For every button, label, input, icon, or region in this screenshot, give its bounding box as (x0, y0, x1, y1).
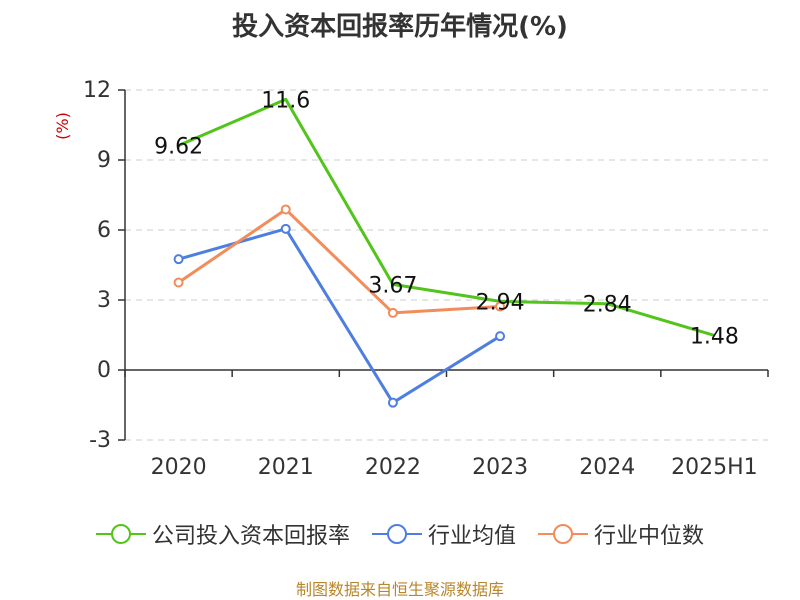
data-label-2024: 2.84 (583, 293, 632, 318)
series-2-point-2021 (280, 204, 291, 215)
axis-layer: -3 0 3 6 9 12 2020 2021 2022 2023 2024 2025H1 (%) (53, 78, 769, 480)
data-label-2023: 2.94 (476, 290, 525, 315)
legend-label-company-roic: 公司投入资本回报率 (151, 524, 350, 549)
xtick-label-2024: 2024 (579, 455, 635, 480)
legend-label-industry-median: 行业中位数 (594, 524, 705, 549)
xtick-label-2025H1: 2025H1 (671, 455, 758, 480)
data-label-2021: 11.6 (261, 88, 310, 113)
series-1-point-2023 (495, 331, 506, 342)
series-1-point-2022 (387, 397, 398, 408)
ytick-label-9: 9 (97, 148, 111, 173)
ytick-label-6: 6 (97, 218, 111, 243)
data-label-2025H1: 1.48 (690, 324, 739, 349)
y-axis-label: (%) (53, 112, 72, 140)
legend-item-company-roic[interactable]: 公司投入资本回报率 (95, 518, 350, 550)
ytick-label-0: 0 (97, 358, 111, 383)
chart-title: 投入资本回报率历年情况(%) (232, 12, 568, 42)
legend: 公司投入资本回报率 行业均值 行业中位数 (0, 518, 800, 550)
ytick-label-12: 12 (83, 78, 111, 103)
series-layer (173, 97, 715, 408)
source-note: 制图数据来自恒生聚源数据库 (295, 580, 504, 599)
series-2-point-2020 (173, 277, 184, 288)
data-label-layer: 9.62 11.6 3.67 2.94 2.84 1.48 (154, 88, 739, 349)
ytick-label-3: 3 (97, 288, 111, 313)
series-line-2 (177, 207, 501, 315)
legend-circle-company-roic (110, 524, 131, 544)
series-line-1 (178, 227, 501, 405)
data-label-2022: 3.67 (368, 273, 417, 298)
series-2-point-2023 (495, 301, 506, 312)
legend-label-industry-average: 行业均值 (427, 524, 516, 549)
legend-circle-industry-average (386, 524, 407, 544)
legend-marker-industry-median (538, 524, 588, 544)
series-line-0 (177, 97, 715, 337)
ytick-label--3: -3 (89, 428, 111, 453)
series-1-point-2020 (173, 254, 184, 265)
xtick-label-2023: 2023 (472, 455, 528, 480)
legend-marker-company-roic (95, 524, 146, 544)
series-2-point-2022 (387, 307, 398, 318)
legend-circle-industry-median (553, 524, 573, 544)
data-label-2020: 9.62 (154, 135, 203, 160)
series-1-point-2021 (280, 223, 291, 234)
grid-layer (125, 89, 768, 441)
xtick-label-2022: 2022 (365, 455, 421, 480)
legend-marker-industry-average (371, 524, 422, 544)
legend-item-industry-average[interactable]: 行业均值 (371, 518, 516, 550)
xtick-label-2020: 2020 (151, 455, 207, 480)
xtick-label-2021: 2021 (258, 455, 314, 480)
legend-item-industry-median[interactable]: 行业中位数 (538, 518, 704, 550)
